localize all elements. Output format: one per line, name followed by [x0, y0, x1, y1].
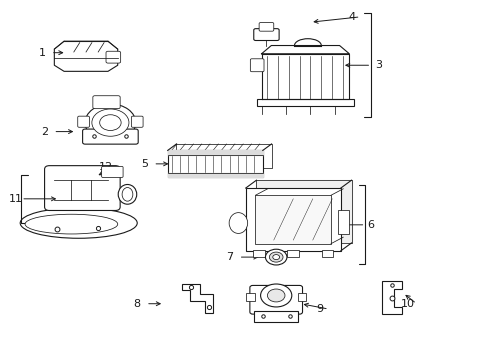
Circle shape	[265, 249, 286, 265]
FancyBboxPatch shape	[249, 285, 302, 314]
Polygon shape	[182, 284, 212, 313]
FancyBboxPatch shape	[259, 23, 273, 31]
Ellipse shape	[118, 184, 137, 204]
Circle shape	[260, 284, 291, 307]
Circle shape	[269, 252, 283, 262]
Text: 5: 5	[141, 159, 148, 169]
Text: 3: 3	[374, 60, 381, 70]
FancyBboxPatch shape	[93, 96, 120, 109]
Circle shape	[92, 109, 129, 136]
Bar	[245, 293, 254, 301]
Polygon shape	[382, 282, 401, 314]
Text: 6: 6	[366, 220, 373, 230]
Polygon shape	[261, 54, 348, 99]
Bar	[253, 250, 264, 257]
Bar	[256, 99, 353, 107]
Text: 9: 9	[316, 304, 323, 314]
FancyBboxPatch shape	[253, 29, 279, 41]
FancyBboxPatch shape	[82, 129, 138, 144]
FancyBboxPatch shape	[106, 51, 121, 63]
Bar	[167, 150, 262, 177]
Text: 12: 12	[98, 162, 112, 172]
Ellipse shape	[20, 208, 137, 238]
Ellipse shape	[25, 214, 118, 234]
Bar	[321, 250, 332, 257]
Text: 4: 4	[347, 12, 355, 22]
Ellipse shape	[229, 213, 247, 233]
FancyBboxPatch shape	[102, 166, 123, 177]
Polygon shape	[256, 180, 351, 243]
Text: 10: 10	[400, 299, 414, 309]
Text: 1: 1	[39, 48, 45, 58]
Circle shape	[267, 289, 285, 302]
Polygon shape	[167, 150, 262, 155]
Text: 11: 11	[9, 194, 23, 204]
Bar	[297, 293, 306, 301]
Text: 7: 7	[226, 252, 233, 262]
Text: 2: 2	[41, 127, 48, 136]
Bar	[245, 188, 340, 251]
Polygon shape	[167, 173, 262, 177]
FancyBboxPatch shape	[44, 166, 120, 211]
Polygon shape	[54, 41, 118, 71]
FancyBboxPatch shape	[78, 116, 89, 127]
Polygon shape	[261, 45, 348, 54]
Ellipse shape	[122, 188, 133, 201]
Bar	[338, 211, 348, 234]
Polygon shape	[176, 144, 271, 168]
Circle shape	[85, 104, 136, 141]
Text: 8: 8	[133, 299, 141, 309]
Bar	[254, 311, 298, 321]
FancyBboxPatch shape	[250, 59, 264, 72]
Circle shape	[272, 255, 279, 260]
Bar	[287, 250, 299, 257]
Circle shape	[100, 115, 121, 131]
Bar	[255, 195, 330, 244]
FancyBboxPatch shape	[131, 116, 143, 127]
